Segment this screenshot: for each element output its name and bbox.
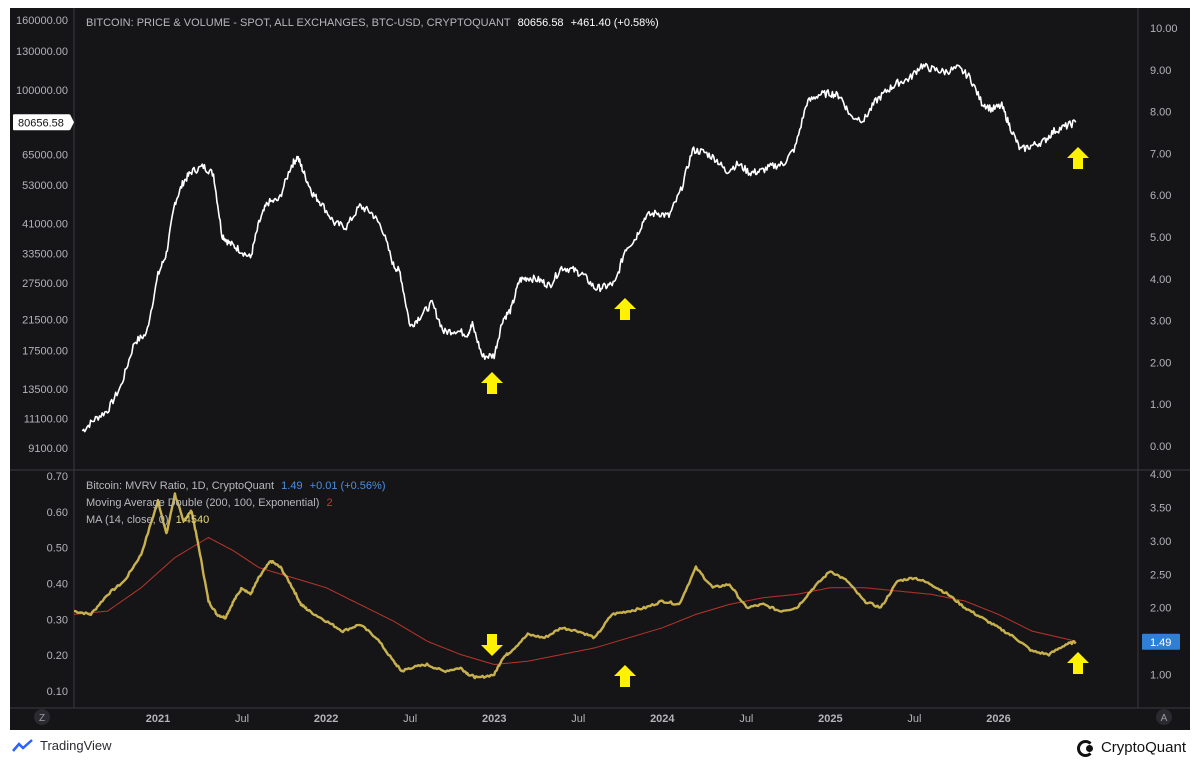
- arrow-down-icon: [481, 634, 503, 656]
- ma-legend: MA (14, close, 0) 1.4540: [86, 514, 213, 526]
- volume-axis-tick: 10.00: [1150, 23, 1178, 35]
- volume-axis-tick: 2.00: [1150, 357, 1171, 369]
- time-axis-tick: 2026: [986, 713, 1010, 725]
- time-axis-tick: Jul: [235, 713, 249, 725]
- mvrv-right-axis-tick: 4.00: [1150, 469, 1171, 481]
- tradingview-logo-icon: [12, 738, 33, 752]
- mvrv-series-line[interactable]: [73, 492, 1077, 680]
- zoom-button[interactable]: Z: [34, 709, 50, 725]
- mvrv-legend: Bitcoin: MVRV Ratio, 1D, CryptoQuant 1.4…: [86, 480, 390, 492]
- mvrv-right-axis-tick: 1.00: [1150, 670, 1171, 682]
- price-axis-tick: 160000.00: [16, 15, 68, 27]
- mvrv-legend-change: +0.01 (+0.56%): [309, 480, 386, 492]
- ema-series-line[interactable]: [73, 536, 1076, 666]
- price-legend-value: 80656.58: [517, 17, 564, 29]
- time-axis-tick: Jul: [403, 713, 417, 725]
- time-axis-tick: 2021: [146, 713, 170, 725]
- volume-axis-tick: 1.00: [1150, 399, 1171, 411]
- price-axis-tick: 9100.00: [28, 443, 68, 455]
- mvrv-right-axis-tick: 2.50: [1150, 569, 1171, 581]
- cryptoquant-logo-icon: [1076, 738, 1095, 757]
- tradingview-label: TradingView: [40, 738, 112, 753]
- cryptoquant-label: CryptoQuant: [1100, 738, 1186, 756]
- price-axis-tick: 65000.00: [22, 149, 68, 161]
- tradingview-brand[interactable]: TradingView: [12, 738, 112, 753]
- mvrv-left-axis-tick: 0.10: [47, 686, 68, 698]
- price-last-badge: 80656.58: [13, 114, 74, 131]
- mvrv-left-axis-tick: 0.70: [47, 471, 68, 483]
- time-axis-tick: 2023: [482, 713, 506, 725]
- price-axis-tick: 13500.00: [22, 384, 68, 396]
- volume-axis-tick: 0.00: [1150, 441, 1171, 453]
- time-axis-tick: 2025: [818, 713, 842, 725]
- ma-legend-title: MA (14, close, 0): [86, 514, 169, 526]
- time-axis-tick: 2024: [650, 713, 675, 725]
- mvrv-right-axis-tick: 3.00: [1150, 536, 1171, 548]
- mvrv-left-axis-tick: 0.20: [47, 650, 68, 662]
- chart-panel[interactable]: 160000.00 130000.00 100000.00 80656.58 65000…: [10, 8, 1190, 730]
- arrow-up-icon: [1067, 147, 1089, 169]
- price-legend-title: BITCOIN: PRICE & VOLUME - SPOT, ALL EXCH…: [86, 17, 511, 29]
- mvrv-legend-value: 1.49: [281, 480, 303, 492]
- price-axis-tick: 27500.00: [22, 278, 68, 290]
- ma-double-legend: Moving Average Double (200, 100, Exponen…: [86, 497, 337, 509]
- price-axis-tick: 100000.00: [16, 85, 68, 97]
- price-axis-tick: 17500.00: [22, 345, 68, 357]
- ma-legend-value: 1.4540: [175, 514, 210, 526]
- price-legend-change: +461.40 (+0.58%): [570, 17, 659, 29]
- price-legend: BITCOIN: PRICE & VOLUME - SPOT, ALL EXCH…: [86, 17, 663, 29]
- arrow-up-icon: [614, 298, 636, 320]
- arrow-up-icon: [481, 372, 503, 394]
- mvrv-last-badge: 1.49: [1142, 633, 1180, 650]
- volume-axis-tick: 4.00: [1150, 274, 1171, 286]
- time-axis-tick: Jul: [907, 713, 921, 725]
- mvrv-left-axis-tick: 0.40: [47, 579, 68, 591]
- price-axis-tick: 33500.00: [22, 248, 68, 260]
- volume-axis-tick: 8.00: [1150, 107, 1171, 119]
- mvrv-last-badge-label: 1.49: [1150, 637, 1171, 649]
- ma-double-legend-title: Moving Average Double (200, 100, Exponen…: [86, 497, 320, 509]
- mvrv-legend-title: Bitcoin: MVRV Ratio, 1D, CryptoQuant: [86, 480, 275, 492]
- mvrv-left-axis-tick: 0.30: [47, 614, 68, 626]
- time-axis-tick: 2022: [314, 713, 338, 725]
- mvrv-right-axis-tick: 2.00: [1150, 603, 1171, 615]
- arrow-up-icon: [614, 665, 636, 687]
- price-axis-tick: 21500.00: [22, 315, 68, 327]
- price-series-line[interactable]: [81, 62, 1077, 433]
- volume-axis-tick: 9.00: [1150, 65, 1171, 77]
- price-axis-tick: 41000.00: [22, 218, 68, 230]
- auto-scale-button[interactable]: A: [1156, 709, 1172, 725]
- auto-scale-button-label: A: [1161, 713, 1168, 724]
- mvrv-right-axis-tick: 3.50: [1150, 502, 1171, 514]
- price-axis-tick: 53000.00: [22, 180, 68, 192]
- cryptoquant-brand[interactable]: CryptoQuant: [1076, 738, 1186, 757]
- arrow-up-icon: [1067, 652, 1089, 674]
- chart-canvas[interactable]: 160000.00 130000.00 100000.00 80656.58 65000…: [10, 8, 1190, 730]
- price-axis-tick: 130000.00: [16, 46, 68, 58]
- zoom-button-label: Z: [39, 713, 45, 724]
- time-axis-tick: Jul: [739, 713, 753, 725]
- volume-axis-tick: 7.00: [1150, 148, 1171, 160]
- ma-double-legend-value: 2: [326, 497, 333, 509]
- volume-axis-tick: 6.00: [1150, 190, 1171, 202]
- mvrv-left-axis-tick: 0.60: [47, 507, 68, 519]
- price-axis-tick: 11100.00: [24, 413, 68, 425]
- price-last-badge-label: 80656.58: [18, 117, 64, 129]
- volume-axis-tick: 3.00: [1150, 316, 1171, 328]
- time-axis-tick: Jul: [571, 713, 585, 725]
- mvrv-left-axis-tick: 0.50: [47, 543, 68, 555]
- volume-axis-tick: 5.00: [1150, 232, 1171, 244]
